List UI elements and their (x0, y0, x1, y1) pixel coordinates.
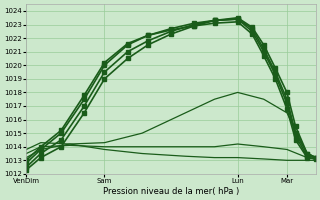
X-axis label: Pression niveau de la mer( hPa ): Pression niveau de la mer( hPa ) (103, 187, 239, 196)
